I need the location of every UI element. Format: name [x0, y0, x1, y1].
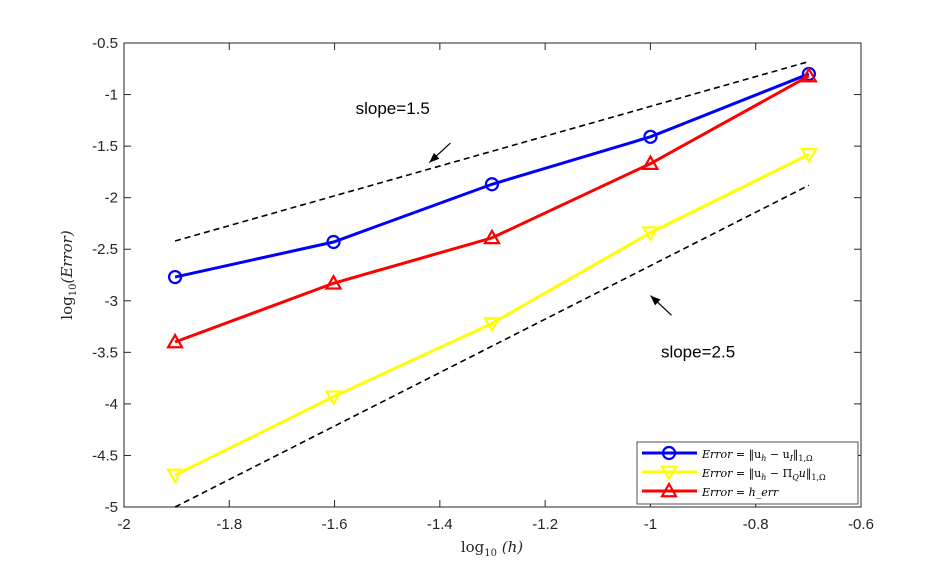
x-tick-label: -1.4 — [427, 516, 453, 533]
series — [166, 66, 818, 349]
x-tick-label: -0.8 — [743, 516, 769, 533]
legend-entry-3: Error = h_err — [701, 486, 779, 499]
y-tick-label: -2 — [105, 190, 118, 207]
data-point — [641, 154, 660, 170]
y-tick-label: -4 — [105, 396, 118, 413]
legend: Error = ‖uh − uI‖1,Ω Error = ‖uh − ΠQu‖1… — [636, 441, 859, 505]
y-axis-label: log10(Error) — [58, 230, 79, 320]
x-tick-label: -1 — [644, 516, 657, 533]
reference-lines — [174, 60, 810, 508]
annotation-label: slope=1.5 — [356, 99, 430, 118]
y-tick-label: -3.5 — [92, 344, 118, 361]
series-line — [174, 74, 810, 344]
series — [167, 66, 816, 285]
data-point — [166, 468, 184, 485]
data-point — [483, 317, 501, 333]
series-line — [174, 153, 810, 477]
data-point — [484, 177, 500, 192]
annotations: slope=1.5 slope=2.5 — [356, 99, 736, 361]
axis-ticks: -2 -1.8 -1.6 -1.4 -1.2 -1 -0.8 -0.6 -5 -4.5 -4 -3.5… — [92, 35, 874, 533]
y-tick-label: -3 — [105, 293, 118, 310]
y-tick-label: -1.5 — [92, 138, 118, 155]
legend-entry-1: Error = ‖uh − uI‖1,Ω — [701, 448, 813, 463]
data-point — [483, 228, 501, 245]
data-point — [799, 148, 818, 164]
series-group — [166, 66, 818, 485]
data-point — [324, 390, 343, 406]
x-tick-label: -1.6 — [322, 516, 348, 533]
x-axis-label: log10 (h) — [461, 538, 523, 559]
data-point — [324, 274, 343, 290]
data-point — [167, 269, 183, 285]
annotation-label: slope=2.5 — [661, 342, 735, 361]
data-point — [643, 129, 658, 144]
annotation-arrow-head — [429, 152, 440, 163]
x-tick-label: -1.2 — [532, 516, 558, 533]
reference-line — [174, 184, 810, 508]
data-point — [641, 226, 660, 242]
series — [166, 148, 818, 485]
x-tick-label: -0.6 — [848, 516, 874, 533]
y-tick-label: -4.5 — [92, 447, 118, 464]
legend-swatch-marker — [661, 445, 677, 461]
legend-swatch-marker — [660, 481, 678, 498]
y-tick-label: -5 — [105, 499, 118, 516]
x-tick-label: -2 — [117, 516, 130, 533]
legend-swatch-marker — [660, 465, 678, 482]
data-point — [326, 234, 341, 250]
plot-area — [123, 42, 862, 508]
legend-swatches — [642, 445, 697, 498]
legend-entry-2: Error = ‖uh − ΠQu‖1,Ω — [701, 467, 826, 482]
y-tick-label: -0.5 — [92, 35, 118, 52]
data-point — [166, 332, 184, 349]
y-tick-label: -1 — [105, 87, 118, 104]
y-tick-label: -2.5 — [92, 241, 118, 258]
annotation-arrow-head — [650, 295, 661, 306]
data-point — [799, 66, 818, 83]
x-tick-label: -1.8 — [216, 516, 242, 533]
series-line — [174, 72, 810, 279]
